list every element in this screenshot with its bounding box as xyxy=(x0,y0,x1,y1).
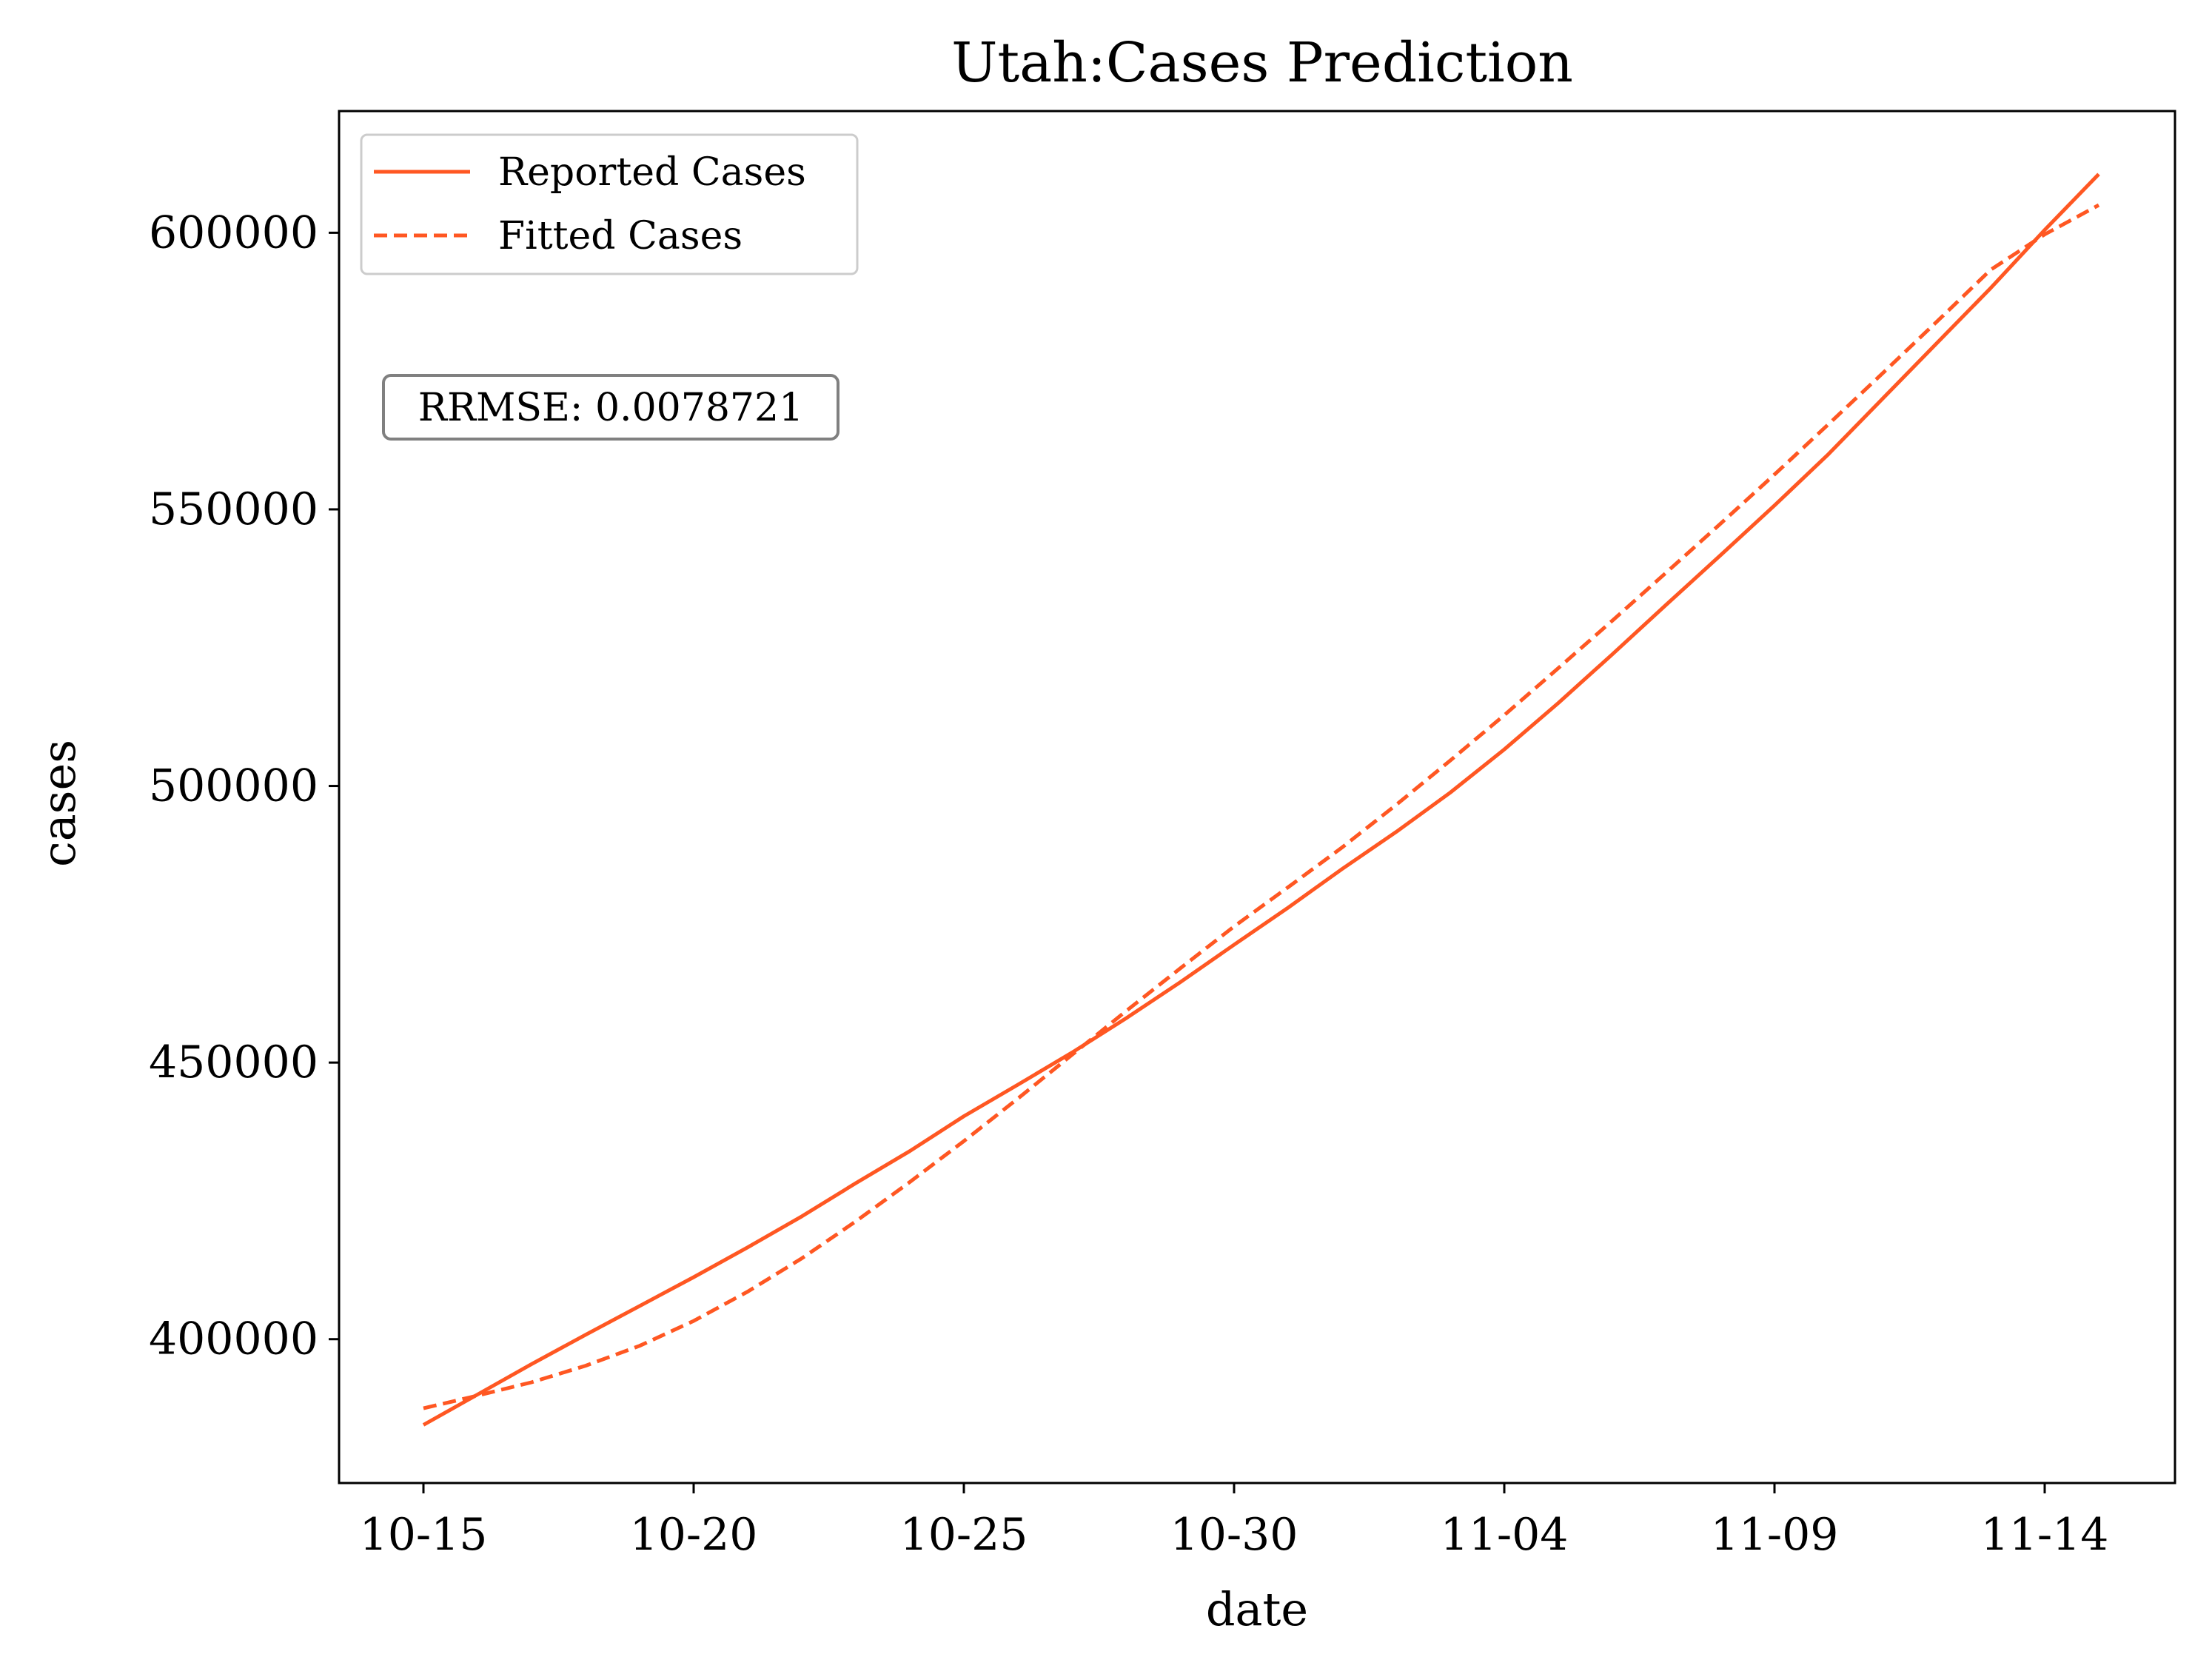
y-tick-label: 500000 xyxy=(149,760,318,812)
y-tick-label: 600000 xyxy=(149,207,318,258)
x-tick-label: 11-14 xyxy=(1981,1509,2109,1561)
y-tick-label: 400000 xyxy=(149,1313,318,1365)
legend-label-fitted: Fitted Cases xyxy=(498,214,743,258)
x-axis-ticks: 10-15 10-20 10-25 10-30 11-04 11-09 11-14 xyxy=(360,1483,2109,1561)
rrmse-label: RRMSE: 0.0078721 xyxy=(418,386,803,430)
x-axis-title: date xyxy=(1206,1582,1308,1636)
y-tick-label: 550000 xyxy=(149,483,318,535)
x-tick-label: 10-30 xyxy=(1170,1509,1298,1561)
rrmse-annotation: RRMSE: 0.0078721 xyxy=(382,374,839,441)
y-tick-label: 450000 xyxy=(149,1037,318,1088)
legend: Reported Cases Fitted Cases xyxy=(360,133,859,275)
plot-area: 400000 450000 500000 550000 600000 10-15 10-2… xyxy=(149,110,2176,1561)
plot-frame xyxy=(338,110,2176,1484)
x-tick-label: 11-09 xyxy=(1711,1509,1839,1561)
x-tick-label: 10-15 xyxy=(360,1509,488,1561)
rrmse-box xyxy=(382,374,839,441)
chart-title: Utah:Cases Prediction xyxy=(951,31,1573,95)
y-axis-title: cases xyxy=(32,740,86,867)
legend-box xyxy=(360,133,859,275)
y-axis-ticks: 400000 450000 500000 550000 600000 xyxy=(149,207,339,1365)
legend-label-reported: Reported Cases xyxy=(498,150,806,195)
series-line-reported-cases xyxy=(422,173,2100,1427)
series-layer xyxy=(422,173,2100,1427)
x-tick-label: 11-04 xyxy=(1441,1509,1569,1561)
x-tick-label: 10-25 xyxy=(900,1509,1028,1561)
series-line-fitted-cases xyxy=(423,203,2100,1410)
x-tick-label: 10-20 xyxy=(630,1509,758,1561)
